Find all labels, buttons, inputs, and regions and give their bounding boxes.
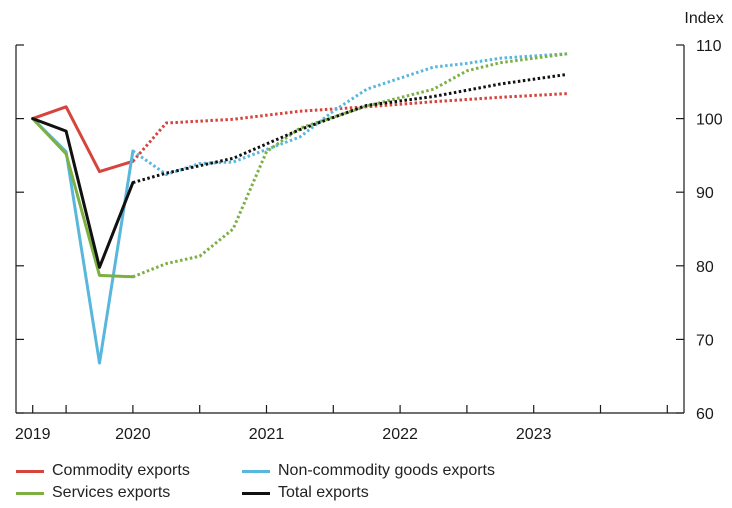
- legend-item-services-exports: Services exports: [16, 484, 170, 502]
- series-total-exports-projection: [132, 72, 568, 185]
- y-tick-label-100: 100: [696, 112, 723, 129]
- legend-swatch-total: [242, 491, 270, 495]
- legend-swatch-commodity: [16, 469, 44, 473]
- legend-label-total: Total exports: [278, 484, 369, 501]
- series-non-commodity-goods-exports-actual: [31, 117, 135, 365]
- legend-label-non-commodity: Non-commodity goods exports: [278, 462, 495, 479]
- series-total-exports-actual: [31, 117, 135, 269]
- y-tick-label-70: 70: [696, 332, 714, 349]
- series-services-exports-projection: [132, 52, 568, 279]
- x-tick-label-2019: 2019: [15, 426, 51, 443]
- y-tick-label-110: 110: [696, 38, 722, 55]
- legend-item-non-commodity-goods-exports: Non-commodity goods exports: [242, 462, 495, 480]
- x-tick-label-2022: 2022: [382, 426, 418, 443]
- legend-label-commodity: Commodity exports: [52, 462, 190, 479]
- series-layer: [31, 52, 568, 365]
- series-commodity-exports-actual: [31, 105, 135, 174]
- y-axis-label: Index: [684, 10, 723, 27]
- legend-swatch-services: [16, 491, 44, 495]
- y-tick-label-90: 90: [696, 185, 714, 202]
- x-tick-label-2021: 2021: [249, 426, 285, 443]
- y-tick-label-80: 80: [696, 259, 714, 276]
- series-non-commodity-goods-exports-projection: [132, 52, 568, 176]
- legend-item-commodity-exports: Commodity exports: [16, 462, 190, 480]
- legend-label-services: Services exports: [52, 484, 171, 501]
- y-axis-ticks: 60 70 80 90 100 110: [16, 38, 723, 423]
- x-tick-label-2023: 2023: [516, 426, 552, 443]
- x-axis-ticks: 2019 2020 2021 2022 2023: [15, 405, 668, 443]
- legend-swatch-non-commodity: [242, 469, 270, 473]
- plot-axes: [15, 45, 685, 414]
- y-tick-label-60: 60: [696, 406, 714, 423]
- series-services-exports-actual: [31, 117, 135, 279]
- series-commodity-exports-projection: [131, 92, 568, 163]
- x-tick-label-2020: 2020: [115, 426, 151, 443]
- legend-item-total-exports: Total exports: [242, 484, 369, 502]
